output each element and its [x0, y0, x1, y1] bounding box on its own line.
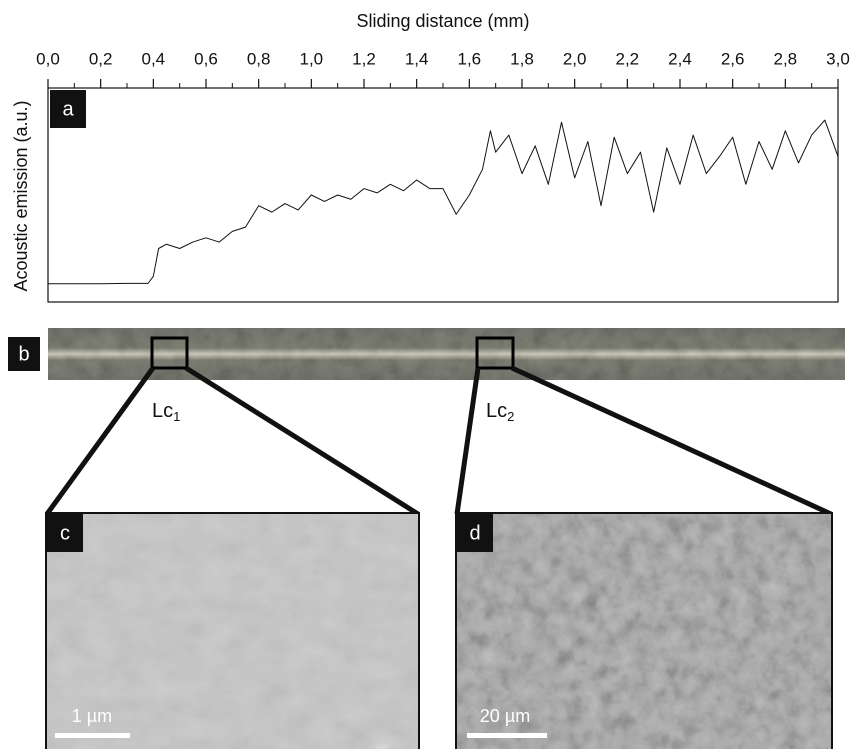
x-tick-label: 0,6: [194, 49, 218, 68]
x-tick-label: 1,6: [458, 49, 482, 68]
x-tick-label: 1,0: [300, 49, 324, 68]
x-tick-label: 1,2: [352, 49, 376, 68]
x-tick-label: 2,2: [616, 49, 640, 68]
plot-frame: [48, 88, 838, 302]
panel-label: a: [62, 98, 74, 120]
x-tick-label: 1,8: [510, 49, 534, 68]
x-tick-label: 2,6: [721, 49, 745, 68]
plot-area: [48, 88, 838, 302]
figure: Sliding distance (mm) Acoustic emission …: [0, 0, 861, 749]
x-axis-title: Sliding distance (mm): [356, 11, 529, 31]
x-tick-label: 0,0: [36, 49, 60, 68]
x-tick-label: 2,4: [668, 49, 692, 68]
zoom-lines: [47, 368, 831, 514]
scale-bar-label: 1 µm: [72, 706, 112, 726]
data-line: [48, 120, 838, 284]
x-tick-label: 2,8: [774, 49, 798, 68]
scale-bar: [55, 733, 130, 738]
scratch-damage: [48, 328, 845, 380]
x-tick-label: 0,8: [247, 49, 271, 68]
x-tick-label: 3,0: [826, 49, 850, 68]
x-tick-label: 1,4: [405, 49, 429, 68]
y-axis-title: Acoustic emission (a.u.): [11, 100, 31, 291]
x-tick-label: 2,0: [563, 49, 587, 68]
critical-load-label: Lc2: [486, 400, 514, 424]
panel-label: d: [469, 522, 480, 544]
scale-bar-label: 20 µm: [480, 706, 530, 726]
critical-load-label: Lc1: [152, 400, 180, 424]
panel-label: b: [18, 343, 29, 365]
panel-label: c: [60, 522, 70, 544]
scale-bar: [467, 733, 547, 738]
x-tick-label: 0,4: [142, 49, 166, 68]
x-tick-label: 0,2: [89, 49, 113, 68]
